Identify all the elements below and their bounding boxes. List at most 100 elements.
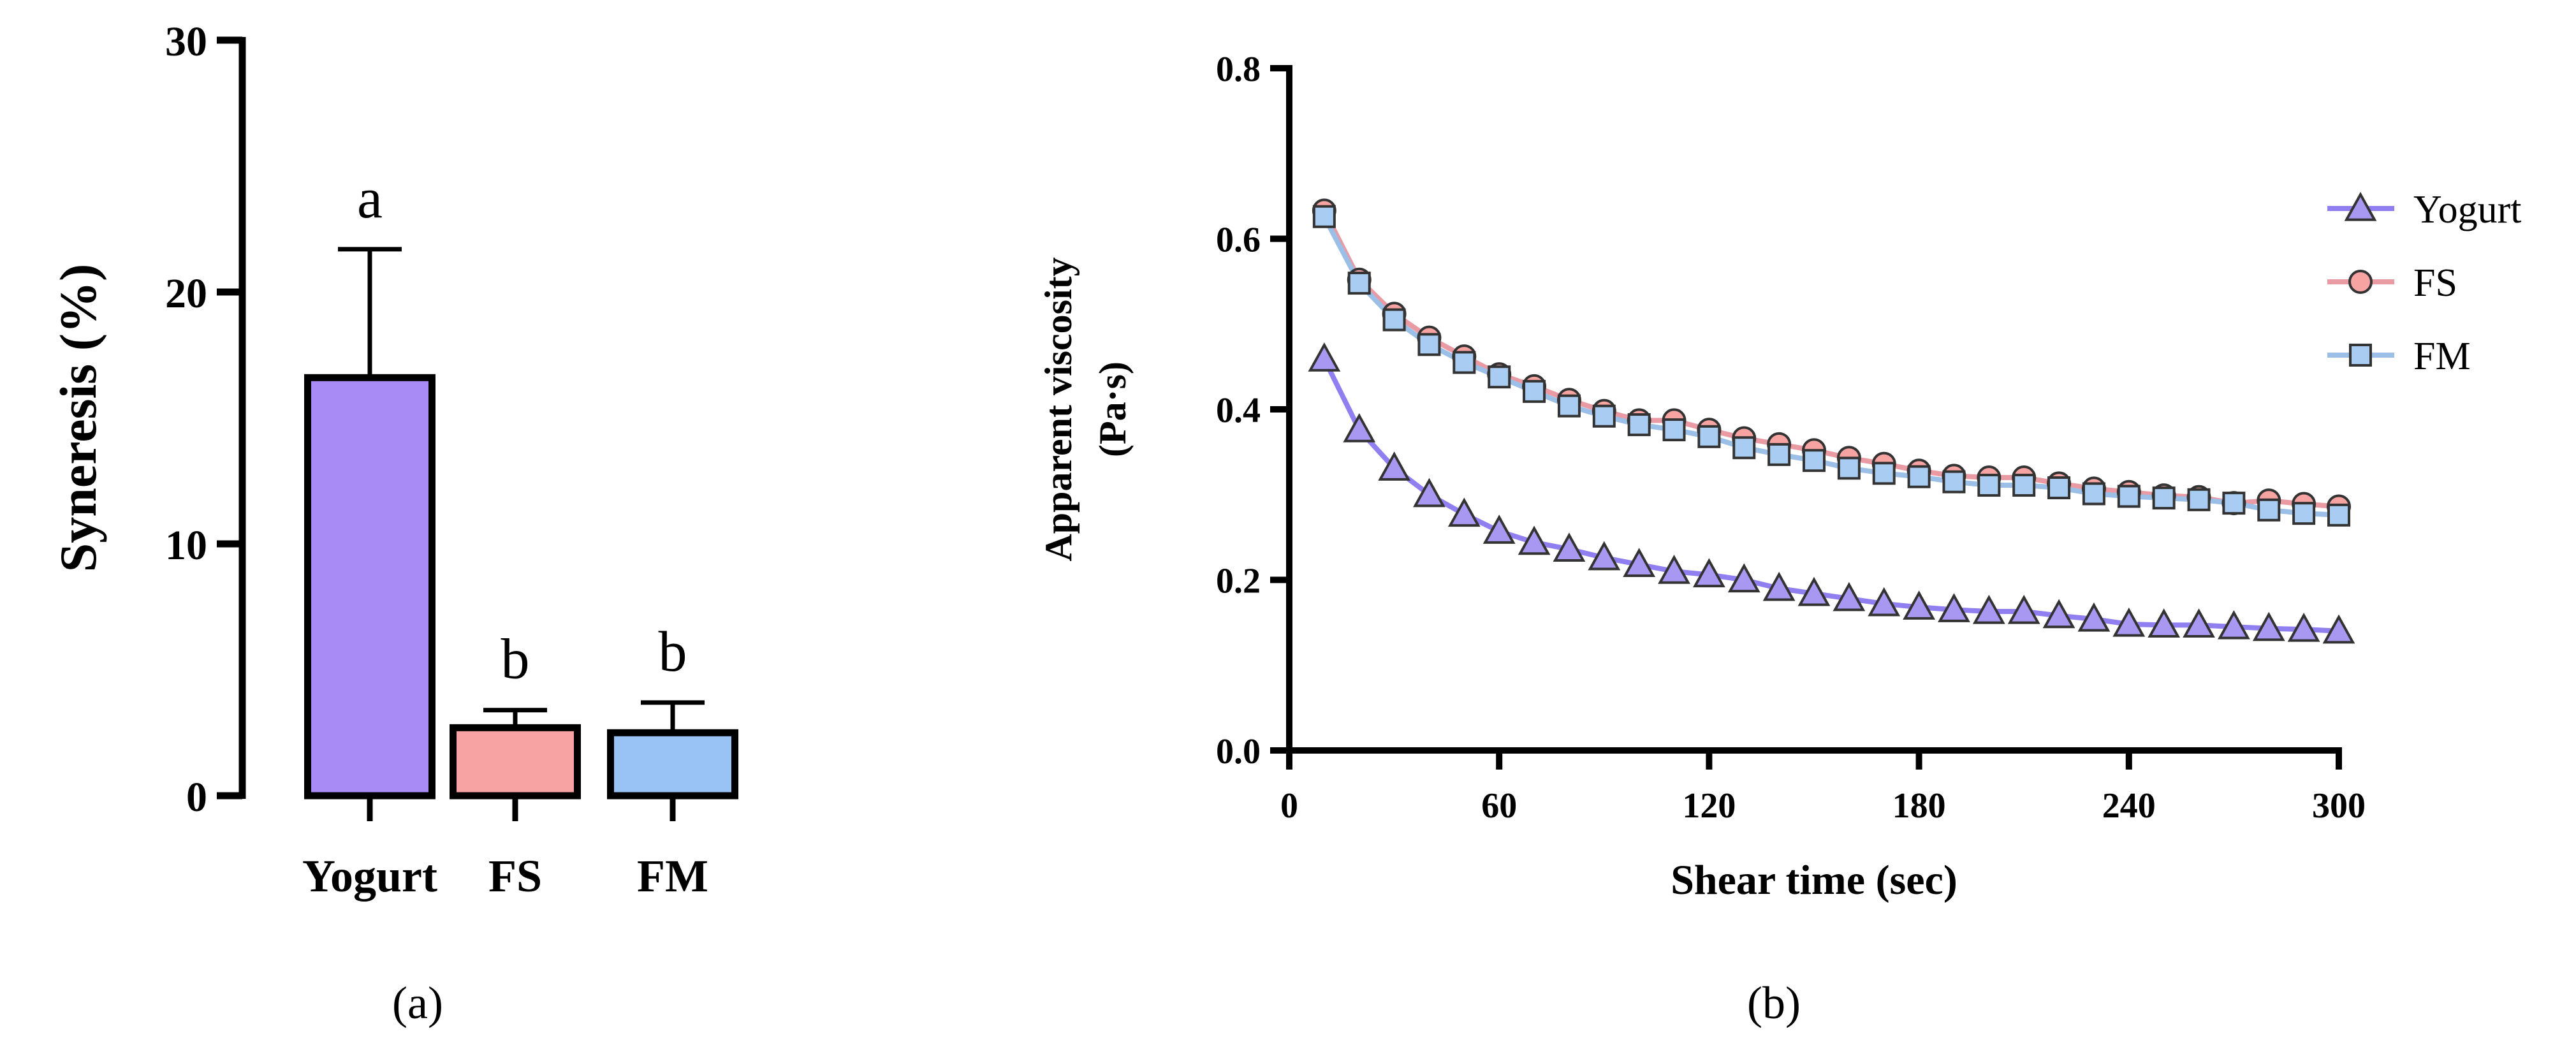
- data-point-fm: [1872, 462, 1896, 485]
- data-point-yogurt: [1938, 593, 1970, 622]
- b-y-tick-label: 0.4: [1216, 391, 1261, 430]
- series-markers-fm: [1312, 205, 2350, 527]
- data-point-fm: [2152, 486, 2176, 510]
- b-y-tick-label: 0.0: [1216, 732, 1261, 771]
- data-point-yogurt: [1588, 541, 1621, 571]
- data-point-yogurt: [1378, 451, 1410, 481]
- data-point-fm: [2292, 502, 2316, 525]
- a-y-ticks: 0 10 20 30: [165, 18, 242, 821]
- data-point-yogurt: [1903, 590, 1935, 620]
- data-point-fm: [1767, 442, 1791, 466]
- data-point-yogurt: [2183, 608, 2215, 638]
- data-point-yogurt: [1797, 576, 1831, 606]
- data-point-yogurt: [2322, 614, 2355, 644]
- data-point-fm: [1803, 449, 1826, 472]
- b-x-tick-label: 60: [1481, 786, 1517, 826]
- legend-label-fs: FS: [2413, 261, 2457, 305]
- data-point-fm: [1453, 351, 1476, 374]
- a-x-tick-labels: Yogurt FS FM: [302, 796, 708, 902]
- data-point-fm: [1312, 205, 1336, 228]
- a-y-axis-title: Syneresis (%): [49, 264, 107, 573]
- legend-marker-fs: [2348, 270, 2373, 294]
- legend-marker-yogurt: [2344, 191, 2377, 221]
- data-point-fm: [2047, 476, 2071, 500]
- a-x-tick-label: FS: [488, 851, 542, 902]
- series-line-fm: [1322, 215, 2339, 518]
- b-y-axis-title-line2: (Pa·s): [1092, 362, 1134, 457]
- b-x-tick-label: 300: [2312, 786, 2366, 826]
- data-point-yogurt: [1343, 413, 1376, 442]
- legend-label-yogurt: Yogurt: [2413, 188, 2521, 231]
- data-point-yogurt: [2252, 611, 2285, 641]
- data-point-yogurt: [2007, 594, 2040, 624]
- a-y-tick-label: 0: [186, 774, 207, 821]
- data-point-fm: [1488, 365, 1511, 389]
- data-point-fm: [1697, 425, 1721, 448]
- data-point-yogurt: [2148, 608, 2181, 638]
- significance-letter-yogurt: a: [357, 167, 383, 230]
- data-point-fm: [2117, 485, 2141, 508]
- data-point-yogurt: [2218, 610, 2250, 639]
- data-point-fm: [1523, 379, 1546, 403]
- data-point-fm: [1557, 394, 1581, 418]
- data-point-yogurt: [1413, 478, 1445, 508]
- syneresis-bar-chart: 0 10 20 30 a b b Yogurt FS FM Syneresis (%) (a): [49, 18, 738, 1028]
- panel-label-a: (a): [392, 977, 443, 1028]
- data-point-yogurt: [1868, 587, 1901, 617]
- viscosity-line-chart: 0.0 0.2 0.4 0.6 0.8 0 60 120 180 240 300 Apparent …: [1037, 50, 2521, 1028]
- data-point-yogurt: [1762, 571, 1796, 601]
- data-point-fm: [1662, 418, 1686, 442]
- data-point-fm: [2012, 474, 2036, 497]
- data-point-fm: [2257, 498, 2281, 522]
- data-point-fm: [1592, 404, 1616, 428]
- data-point-yogurt: [1693, 558, 1725, 588]
- data-point-yogurt: [2112, 607, 2146, 637]
- legend-label-fm: FM: [2413, 335, 2471, 378]
- data-point-fm: [1347, 272, 1371, 295]
- b-x-tick-label: 240: [2102, 786, 2156, 826]
- a-bars: a b b: [304, 167, 738, 800]
- significance-letter-fs: b: [501, 628, 530, 691]
- data-point-fm: [2187, 488, 2211, 511]
- data-point-fm: [1907, 465, 1931, 488]
- b-x-tick-label: 0: [1280, 786, 1298, 826]
- b-axes: 0.0 0.2 0.4 0.6 0.8 0 60 120 180 240 300: [1216, 50, 2366, 826]
- data-point-yogurt: [1972, 594, 2005, 624]
- a-y-tick-label: 20: [165, 270, 207, 317]
- data-point-fm: [2327, 503, 2350, 527]
- b-x-axis-title: Shear time (sec): [1671, 857, 1958, 903]
- series-markers-yogurt: [1308, 342, 2355, 644]
- data-point-fm: [1417, 333, 1441, 356]
- legend-marker-fm: [2349, 344, 2372, 367]
- data-point-yogurt: [1727, 563, 1760, 593]
- data-point-yogurt: [2287, 612, 2320, 642]
- b-y-tick-label: 0.6: [1216, 221, 1261, 260]
- data-point-yogurt: [2042, 599, 2075, 629]
- b-y-tick-label: 0.8: [1216, 50, 1261, 89]
- b-x-tick-label: 120: [1682, 786, 1736, 826]
- data-point-yogurt: [1447, 497, 1481, 527]
- bar-fs: [450, 724, 581, 800]
- bar-yogurt: [304, 374, 435, 800]
- data-point-fm: [1627, 413, 1651, 437]
- data-point-yogurt: [1658, 555, 1690, 584]
- b-series: [1308, 198, 2355, 644]
- b-x-tick-label: 180: [1892, 786, 1946, 826]
- a-y-tick-label: 10: [165, 522, 207, 569]
- data-point-fm: [1732, 436, 1756, 460]
- a-y-tick-label: 30: [165, 18, 207, 65]
- data-point-fm: [1977, 474, 2001, 497]
- data-point-fm: [2082, 482, 2105, 506]
- data-point-fm: [1942, 470, 1966, 493]
- b-y-tick-label: 0.2: [1216, 562, 1261, 601]
- data-point-yogurt: [1308, 342, 1341, 372]
- data-point-fm: [2222, 492, 2246, 515]
- a-x-tick-label: Yogurt: [302, 851, 437, 902]
- bar-fm: [607, 729, 738, 800]
- data-point-yogurt: [1482, 515, 1516, 544]
- b-legend: Yogurt FS FM: [2327, 188, 2521, 378]
- significance-letter-fm: b: [659, 620, 687, 683]
- data-point-yogurt: [1833, 581, 1866, 611]
- data-point-yogurt: [1518, 525, 1551, 555]
